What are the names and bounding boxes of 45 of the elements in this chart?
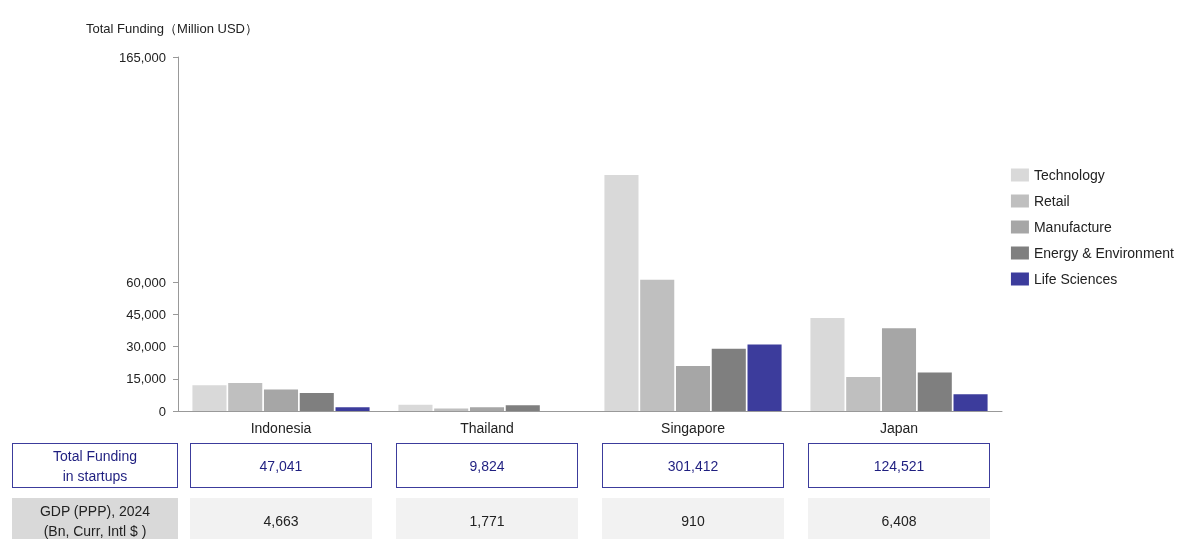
- text: 124,521: [807, 443, 991, 488]
- bar: [192, 385, 227, 411]
- bar: [846, 376, 881, 411]
- x-tick-label: Singapore: [661, 420, 726, 436]
- bar: [434, 408, 469, 411]
- bar: [469, 407, 505, 411]
- text: 9,824: [395, 443, 579, 488]
- bar: [747, 344, 782, 411]
- y-tick-label: 0: [158, 403, 166, 419]
- bar: [263, 389, 299, 411]
- legend-label: Technology: [1033, 167, 1105, 183]
- bar: [398, 404, 433, 411]
- bar: [335, 407, 370, 411]
- text: 47,041: [189, 443, 373, 488]
- bar: [604, 175, 639, 411]
- text: 1,771: [395, 498, 579, 539]
- text: 4,663: [189, 498, 373, 539]
- text: 910: [601, 498, 785, 539]
- bar: [228, 382, 263, 411]
- legend-label: Energy & Environment: [1033, 245, 1175, 261]
- y-tick-label: 60,000: [126, 274, 166, 290]
- bar: [675, 365, 711, 411]
- bar: [881, 328, 917, 411]
- bar: [917, 372, 952, 411]
- bar: [505, 405, 540, 411]
- x-tick-label: Japan: [879, 420, 919, 436]
- legend-label: Retail: [1033, 193, 1070, 209]
- text: Total Funding in startups: [12, 443, 178, 488]
- text: 6,408: [807, 498, 991, 539]
- y-tick-label: 30,000: [126, 339, 166, 355]
- bar: [810, 318, 845, 411]
- y-tick-label: 45,000: [126, 306, 166, 322]
- bar: [953, 394, 988, 411]
- text: 301,412: [601, 443, 785, 488]
- bar: [640, 279, 675, 411]
- y-tick-label: 165,000: [119, 49, 166, 65]
- text: GDP (PPP), 2024 (Bn, Curr, Intl $ ): [12, 498, 178, 539]
- y-tick-label: 15,000: [126, 371, 166, 387]
- x-tick-label: Indonesia: [250, 420, 312, 436]
- bar: [299, 392, 334, 411]
- y-axis-title: Total Funding（Million USD）: [86, 21, 258, 36]
- legend-label: Life Sciences: [1033, 271, 1118, 287]
- bar: [711, 348, 746, 411]
- legend-label: Manufacture: [1033, 219, 1112, 235]
- x-tick-label: Thailand: [460, 420, 514, 436]
